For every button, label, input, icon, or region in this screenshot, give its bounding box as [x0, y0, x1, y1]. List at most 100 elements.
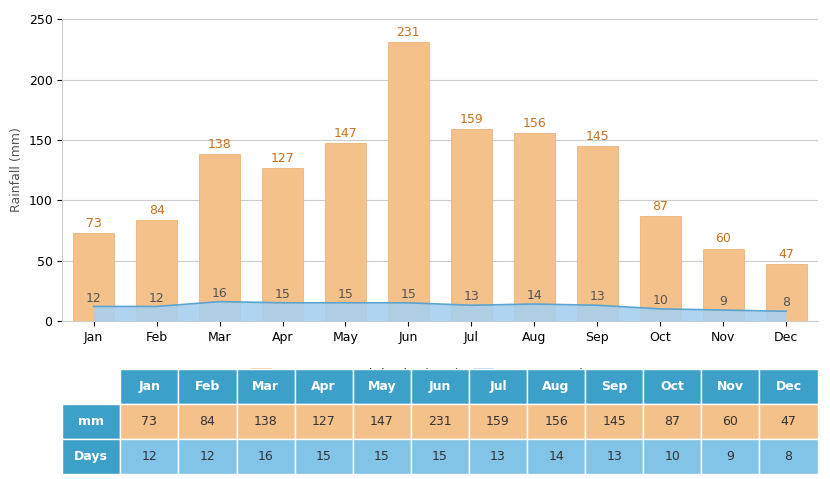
- Text: 47: 47: [779, 248, 794, 261]
- Bar: [411, 404, 469, 439]
- Bar: [527, 404, 585, 439]
- Bar: [643, 404, 701, 439]
- Text: 147: 147: [370, 415, 393, 428]
- Text: 87: 87: [664, 415, 681, 428]
- Bar: [527, 439, 585, 474]
- Text: 14: 14: [526, 289, 542, 302]
- Text: Jul: Jul: [489, 380, 507, 393]
- Text: 231: 231: [397, 26, 420, 39]
- Text: 15: 15: [401, 288, 417, 301]
- Text: 13: 13: [607, 450, 622, 463]
- Bar: [640, 216, 681, 321]
- Text: Jun: Jun: [429, 380, 451, 393]
- Text: 13: 13: [491, 450, 505, 463]
- Text: 127: 127: [312, 415, 335, 428]
- Bar: [62, 369, 120, 404]
- Bar: [643, 369, 701, 404]
- Text: 138: 138: [208, 138, 232, 151]
- Text: 156: 156: [522, 116, 546, 130]
- Bar: [643, 439, 701, 474]
- Text: 10: 10: [652, 294, 668, 307]
- Bar: [451, 129, 492, 321]
- Bar: [295, 404, 353, 439]
- Text: 15: 15: [315, 450, 332, 463]
- Text: 13: 13: [463, 290, 479, 303]
- Bar: [178, 369, 237, 404]
- Bar: [325, 144, 366, 321]
- Text: 15: 15: [275, 288, 290, 301]
- Text: Dec: Dec: [775, 380, 802, 393]
- Text: Mar: Mar: [252, 380, 279, 393]
- Bar: [388, 42, 429, 321]
- Bar: [237, 404, 295, 439]
- Bar: [120, 439, 178, 474]
- Y-axis label: Rainfall (mm): Rainfall (mm): [10, 127, 23, 213]
- Bar: [353, 369, 411, 404]
- Text: 84: 84: [149, 204, 164, 217]
- Text: Apr: Apr: [311, 380, 336, 393]
- Text: 138: 138: [254, 415, 277, 428]
- Text: 231: 231: [428, 415, 452, 428]
- Text: 73: 73: [85, 217, 101, 230]
- Text: Jan: Jan: [139, 380, 160, 393]
- Bar: [759, 369, 818, 404]
- Text: 16: 16: [258, 450, 273, 463]
- Bar: [353, 439, 411, 474]
- Text: 159: 159: [460, 113, 483, 126]
- Text: 8: 8: [782, 297, 790, 309]
- Text: 60: 60: [722, 415, 739, 428]
- Text: 13: 13: [589, 290, 605, 303]
- Bar: [469, 369, 527, 404]
- Bar: [353, 404, 411, 439]
- Text: 12: 12: [200, 450, 215, 463]
- Bar: [411, 369, 469, 404]
- Legend: Average Precipitation(mm), Average Rain Days: Average Precipitation(mm), Average Rain …: [246, 362, 634, 386]
- Bar: [199, 154, 240, 321]
- Bar: [765, 264, 807, 321]
- Text: 14: 14: [549, 450, 564, 463]
- Bar: [120, 404, 178, 439]
- Bar: [701, 439, 759, 474]
- Bar: [237, 439, 295, 474]
- Text: 73: 73: [141, 415, 158, 428]
- Bar: [469, 404, 527, 439]
- Text: 15: 15: [338, 288, 354, 301]
- Bar: [514, 133, 554, 321]
- Bar: [701, 369, 759, 404]
- Text: Feb: Feb: [195, 380, 220, 393]
- Text: 84: 84: [199, 415, 216, 428]
- Bar: [469, 439, 527, 474]
- Bar: [295, 439, 353, 474]
- Text: 47: 47: [780, 415, 797, 428]
- Bar: [759, 439, 818, 474]
- Bar: [178, 439, 237, 474]
- Bar: [585, 439, 643, 474]
- Text: mm: mm: [78, 415, 105, 428]
- Bar: [62, 404, 120, 439]
- Text: 87: 87: [652, 200, 668, 213]
- Text: 12: 12: [85, 292, 101, 305]
- Bar: [237, 369, 295, 404]
- Text: 8: 8: [784, 450, 793, 463]
- Bar: [411, 439, 469, 474]
- Text: 15: 15: [374, 450, 390, 463]
- Bar: [120, 369, 178, 404]
- Text: 145: 145: [585, 130, 609, 143]
- Bar: [577, 146, 618, 321]
- Text: 12: 12: [149, 292, 164, 305]
- Bar: [73, 233, 115, 321]
- Text: 16: 16: [212, 287, 227, 300]
- Bar: [701, 404, 759, 439]
- Text: 147: 147: [334, 127, 358, 140]
- Text: 12: 12: [142, 450, 157, 463]
- Text: 159: 159: [486, 415, 510, 428]
- Text: Aug: Aug: [543, 380, 569, 393]
- Bar: [62, 439, 120, 474]
- Text: 60: 60: [715, 232, 731, 245]
- Bar: [178, 404, 237, 439]
- Text: Oct: Oct: [661, 380, 684, 393]
- Text: May: May: [368, 380, 396, 393]
- Text: 156: 156: [544, 415, 568, 428]
- Bar: [703, 249, 744, 321]
- Text: 145: 145: [603, 415, 626, 428]
